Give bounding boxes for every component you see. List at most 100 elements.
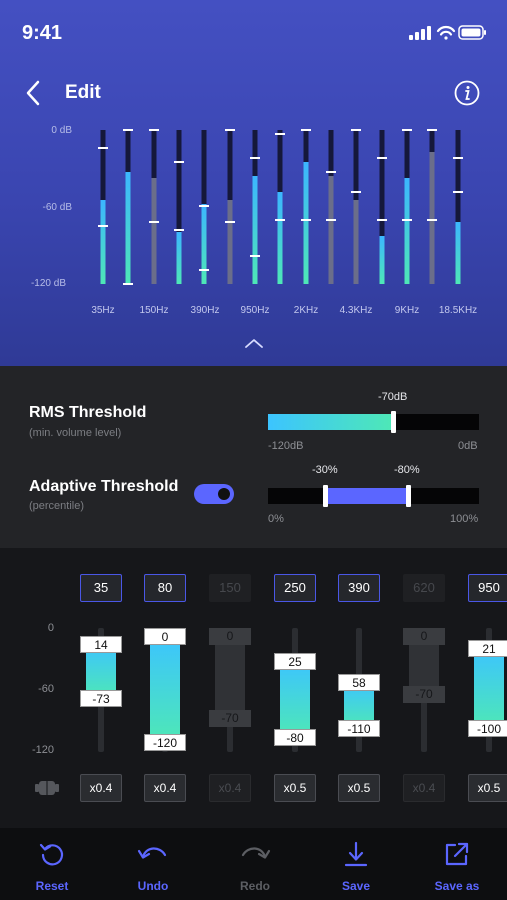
band-bottom-handle[interactable]: -70: [209, 710, 251, 727]
rms-slider-handle[interactable]: [391, 411, 396, 433]
eq-bar-fill: [353, 200, 359, 284]
band-freq-80[interactable]: 80: [144, 574, 186, 602]
adaptive-range-slider[interactable]: [268, 485, 479, 507]
band-bottom-handle[interactable]: -110: [338, 720, 380, 737]
eq-freq-label: 2KHz: [293, 305, 319, 316]
undo-button[interactable]: Undo: [118, 840, 188, 893]
eq-bar-marker: [174, 229, 184, 231]
back-button[interactable]: [22, 78, 48, 108]
battery-icon: [458, 25, 486, 40]
rms-slider[interactable]: [268, 411, 479, 433]
eq-bar-marker: [351, 129, 361, 131]
band-bottom-handle[interactable]: -80: [274, 729, 316, 746]
band-freq-390[interactable]: 390: [338, 574, 380, 602]
band-bottom-handle[interactable]: -73: [80, 690, 122, 707]
cellular-icon: [409, 26, 431, 40]
save-button[interactable]: Save: [321, 840, 391, 893]
eq-bar-marker: [98, 147, 108, 149]
band-top-handle[interactable]: 0: [209, 628, 251, 645]
collapse-button[interactable]: [241, 336, 267, 350]
eq-bar-fill: [125, 172, 131, 284]
adaptive-low-handle[interactable]: [323, 485, 328, 507]
info-button[interactable]: [454, 80, 480, 106]
redo-label: Redo: [240, 879, 270, 893]
redo-icon: [241, 847, 271, 859]
band-multiplier[interactable]: x0.5: [274, 774, 316, 802]
rms-value-label: -70dB: [378, 391, 408, 403]
eq-bar-marker: [427, 219, 437, 221]
eq-bar-marker: [402, 219, 412, 221]
eq-bar-fill: [176, 232, 182, 284]
band-bottom-handle[interactable]: -100: [468, 720, 507, 737]
band-slider-range[interactable]: [150, 636, 180, 742]
band-slider-range[interactable]: [280, 661, 310, 737]
redo-button[interactable]: Redo: [220, 840, 290, 893]
eq-bar-fill: [277, 192, 283, 284]
chevron-left-icon: [26, 80, 40, 106]
adaptive-low-label: -30%: [312, 464, 338, 476]
band-slider-range[interactable]: [474, 648, 504, 728]
eq-bar-fill: [303, 162, 309, 284]
band-bottom-handle[interactable]: -120: [144, 734, 186, 751]
eq-bar-marker: [377, 157, 387, 159]
band-bottom-handle[interactable]: -70: [403, 686, 445, 703]
page-title: Edit: [65, 82, 101, 103]
band-top-handle[interactable]: 0: [403, 628, 445, 645]
adaptive-high-handle[interactable]: [406, 485, 411, 507]
rms-min-label: -120dB: [268, 440, 304, 452]
band-multiplier[interactable]: x0.4: [403, 774, 445, 802]
band-slider-range[interactable]: [409, 636, 439, 694]
eq-bar-marker: [427, 129, 437, 131]
eq-bar-fill: [429, 152, 435, 284]
band-multiplier[interactable]: x0.5: [468, 774, 507, 802]
adaptive-toggle[interactable]: [194, 484, 234, 504]
eq-bar-marker: [225, 129, 235, 131]
save-as-button[interactable]: Save as: [422, 840, 492, 893]
eq-bar-marker: [149, 129, 159, 131]
reset-icon: [39, 843, 64, 866]
band-top-handle[interactable]: 58: [338, 674, 380, 691]
band-freq-250[interactable]: 250: [274, 574, 316, 602]
eq-axis-mid: -60 dB: [42, 202, 72, 213]
band-top-handle[interactable]: 0: [144, 628, 186, 645]
band-freq-950[interactable]: 950: [468, 574, 507, 602]
eq-bar-marker: [326, 171, 336, 173]
adaptive-threshold-label: Adaptive Threshold: [29, 478, 179, 495]
band-multiplier[interactable]: x0.5: [338, 774, 380, 802]
rms-threshold-label: RMS Threshold: [29, 404, 147, 421]
eq-bar-marker: [377, 219, 387, 221]
band-multiplier[interactable]: x0.4: [209, 774, 251, 802]
band-top-handle[interactable]: 14: [80, 636, 122, 653]
reset-button[interactable]: Reset: [17, 840, 87, 893]
wifi-icon: [436, 25, 456, 40]
band-axis-top: 0: [47, 622, 54, 634]
band-multiplier[interactable]: x0.4: [144, 774, 186, 802]
download-icon: [344, 841, 368, 867]
eq-bar-marker: [453, 191, 463, 193]
eq-bar-fill: [328, 176, 334, 284]
eq-bar-track: [455, 130, 461, 284]
eq-bar-marker: [275, 133, 285, 135]
eq-bar-marker: [301, 129, 311, 131]
band-freq-35[interactable]: 35: [80, 574, 122, 602]
eq-freq-label: 18.5KHz: [438, 305, 478, 316]
adaptive-threshold-sub: (percentile): [29, 500, 85, 512]
rms-slider-fill: [268, 414, 393, 430]
eq-bar-fill: [100, 200, 106, 284]
band-slider-range[interactable]: [215, 636, 245, 718]
band-multiplier[interactable]: x0.4: [80, 774, 122, 802]
band-slider-range[interactable]: [86, 644, 116, 698]
band-top-handle[interactable]: 21: [468, 640, 507, 657]
eq-bar-marker: [199, 269, 209, 271]
band-freq-620[interactable]: 620: [403, 574, 445, 602]
undo-icon: [137, 847, 167, 859]
band-top-handle[interactable]: 25: [274, 653, 316, 670]
band-link-icon: [35, 778, 59, 803]
threshold-panel: [0, 366, 507, 548]
reset-label: Reset: [35, 879, 69, 893]
eq-bar-marker: [275, 219, 285, 221]
band-freq-150[interactable]: 150: [209, 574, 251, 602]
bottom-toolbar: [0, 828, 507, 900]
eq-bar-fill: [151, 178, 157, 284]
eq-bar-marker: [98, 225, 108, 227]
